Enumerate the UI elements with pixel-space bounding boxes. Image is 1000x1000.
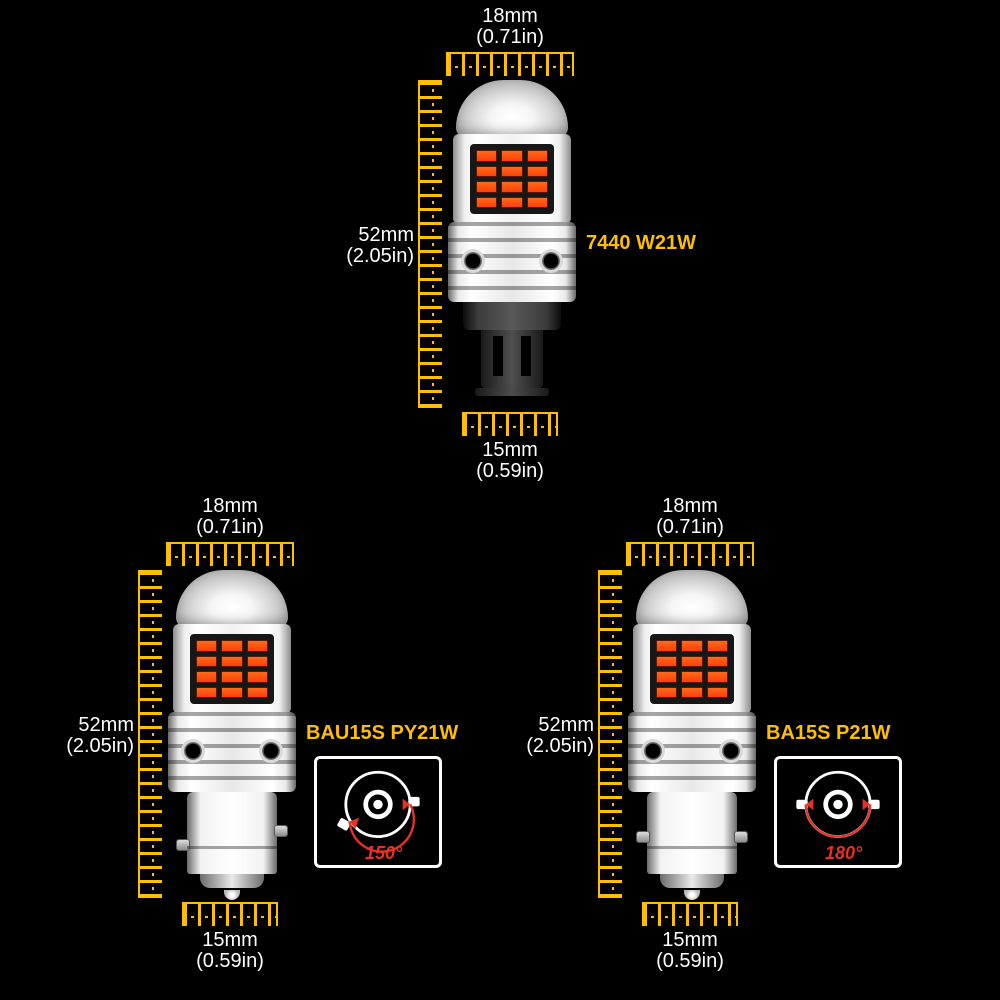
dim-mm: 15mm <box>460 440 560 461</box>
dim-in: (0.59in) <box>640 951 740 972</box>
bulb-block-ba15s: 18mm (0.71in) 52mm (2.05in) <box>490 500 930 980</box>
bulb-heatsink <box>628 712 756 792</box>
ruler-height <box>598 570 622 898</box>
dim-mm: 18mm <box>460 6 560 27</box>
dim-in: (2.05in) <box>34 736 134 757</box>
dim-mm: 18mm <box>180 496 280 517</box>
bulb-lens <box>456 80 568 138</box>
ruler-bottom <box>182 902 278 926</box>
dim-mm: 18mm <box>640 496 740 517</box>
angle-degrees: 150° <box>365 843 402 864</box>
bulb-base-bayonet <box>187 792 277 900</box>
dim-width-top: 18mm (0.71in) <box>640 496 740 538</box>
bulb-block-bau15s: 18mm (0.71in) 52mm (2.05in) <box>30 500 470 980</box>
dim-height: 52mm (2.05in) <box>34 715 134 757</box>
bulb-led-body <box>173 624 291 714</box>
dim-mm: 15mm <box>180 930 280 951</box>
dim-width-bottom: 15mm (0.59in) <box>640 930 740 972</box>
bulb-7440 <box>442 80 582 396</box>
bulb-lens <box>636 570 748 628</box>
ruler-top <box>166 542 294 566</box>
angle-inset-150: 150° <box>314 756 442 868</box>
dim-mm: 52mm <box>314 225 414 246</box>
bulb-bau15s <box>162 570 302 900</box>
bulb-led-body <box>453 134 571 224</box>
bulb-heatsink <box>448 222 576 302</box>
dim-in: (0.59in) <box>180 951 280 972</box>
dim-in: (0.71in) <box>460 27 560 48</box>
ruler-bottom <box>462 412 558 436</box>
model-label: BA15S P21W <box>766 722 891 745</box>
dim-height: 52mm (2.05in) <box>314 225 414 267</box>
led-chip-panel <box>650 634 734 704</box>
model-label: 7440 W21W <box>586 232 696 255</box>
dim-mm: 52mm <box>494 715 594 736</box>
dim-width-top: 18mm (0.71in) <box>180 496 280 538</box>
dim-in: (0.71in) <box>640 517 740 538</box>
dim-height: 52mm (2.05in) <box>494 715 594 757</box>
bulb-block-7440: 18mm (0.71in) 52mm (2.05in) 7440 W21W <box>310 10 690 480</box>
dim-width-bottom: 15mm (0.59in) <box>460 440 560 482</box>
led-chip-panel <box>470 144 554 214</box>
dim-mm: 15mm <box>640 930 740 951</box>
angle-degrees: 180° <box>825 843 862 864</box>
bulb-lens <box>176 570 288 628</box>
dim-in: (2.05in) <box>494 736 594 757</box>
dim-in: (2.05in) <box>314 246 414 267</box>
ruler-height <box>418 80 442 408</box>
dim-in: (0.71in) <box>180 517 280 538</box>
model-label: BAU15S PY21W <box>306 722 458 745</box>
bulb-heatsink <box>168 712 296 792</box>
angle-inset-180: 180° <box>774 756 902 868</box>
bulb-base-7440 <box>463 302 561 396</box>
ruler-height <box>138 570 162 898</box>
bulb-base-bayonet <box>647 792 737 900</box>
dim-mm: 52mm <box>34 715 134 736</box>
ruler-top <box>626 542 754 566</box>
ruler-bottom <box>642 902 738 926</box>
ruler-top <box>446 52 574 76</box>
bulb-led-body <box>633 624 751 714</box>
dim-in: (0.59in) <box>460 461 560 482</box>
bulb-ba15s <box>622 570 762 900</box>
dim-width-top: 18mm (0.71in) <box>460 6 560 48</box>
led-chip-panel <box>190 634 274 704</box>
dim-width-bottom: 15mm (0.59in) <box>180 930 280 972</box>
